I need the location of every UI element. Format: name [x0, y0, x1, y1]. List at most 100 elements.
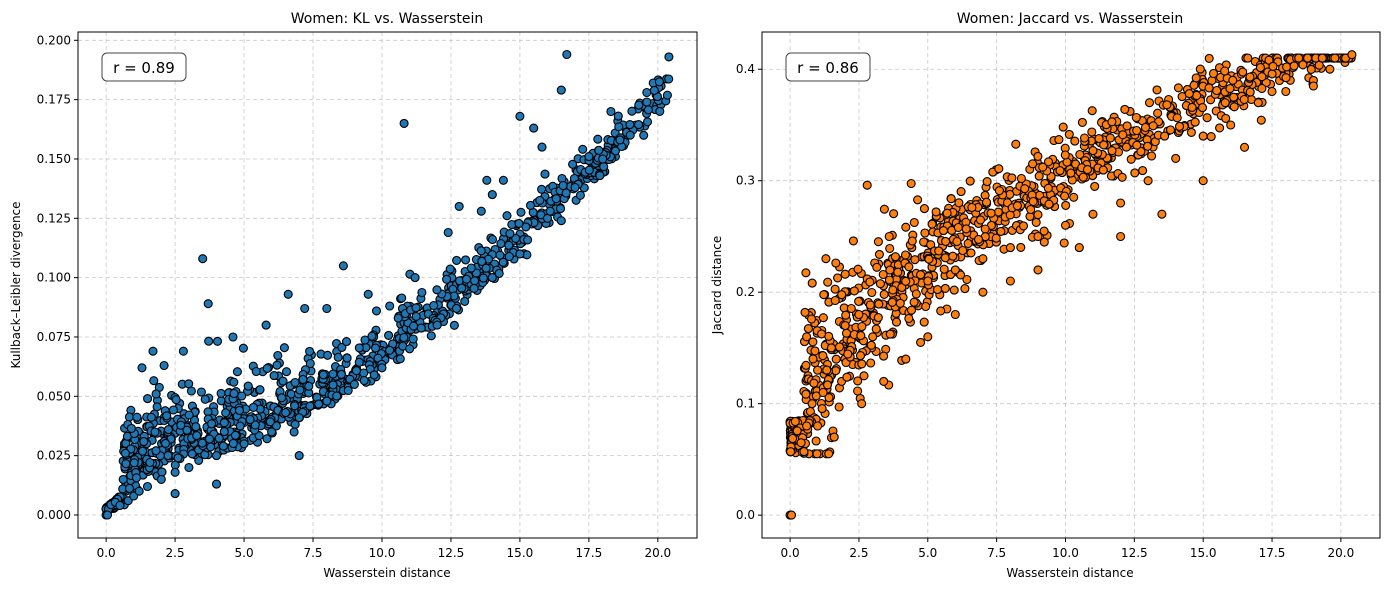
- data-point: [1174, 121, 1185, 131]
- data-point: [460, 296, 470, 306]
- data-point: [176, 420, 186, 430]
- data-point: [890, 252, 900, 262]
- data-point: [184, 462, 194, 473]
- data-point: [889, 209, 899, 219]
- data-point: [300, 303, 310, 314]
- data-point: [568, 159, 578, 169]
- data-point: [625, 130, 635, 140]
- data-point: [170, 489, 180, 499]
- data-point: [888, 285, 898, 295]
- data-point: [1140, 122, 1151, 133]
- data-point: [1132, 125, 1142, 136]
- data-point: [1118, 130, 1128, 140]
- data-point: [1031, 217, 1041, 227]
- data-point: [504, 240, 514, 250]
- data-point: [911, 289, 921, 299]
- data-point: [343, 385, 353, 396]
- data-point: [901, 354, 911, 364]
- data-point: [196, 387, 206, 397]
- data-point: [156, 474, 166, 484]
- data-point: [1069, 192, 1079, 202]
- data-point: [1245, 87, 1255, 97]
- data-point: [1267, 69, 1277, 79]
- data-point: [859, 371, 869, 381]
- data-point: [986, 208, 996, 218]
- data-point: [927, 219, 937, 229]
- data-point: [393, 313, 403, 323]
- data-point: [1016, 173, 1026, 184]
- data-point: [830, 284, 840, 294]
- data-point: [809, 378, 819, 388]
- data-point: [874, 249, 884, 259]
- data-point: [333, 352, 343, 362]
- data-point: [461, 255, 471, 265]
- data-point: [853, 376, 863, 386]
- data-point: [1070, 136, 1080, 146]
- data-point: [120, 448, 130, 458]
- data-point: [884, 231, 894, 242]
- data-point: [855, 351, 866, 361]
- y-tick-label: 0.150: [37, 152, 71, 166]
- data-point: [800, 307, 810, 317]
- plot-frame: [77, 31, 698, 539]
- data-point: [938, 226, 949, 236]
- data-point: [184, 410, 194, 420]
- data-point: [277, 393, 287, 403]
- data-point: [954, 198, 964, 208]
- data-point: [994, 164, 1004, 174]
- data-point: [834, 342, 845, 352]
- data-point: [1198, 176, 1208, 186]
- data-point: [1239, 142, 1250, 152]
- data-point: [1122, 121, 1132, 131]
- data-point: [1038, 162, 1048, 172]
- data-point: [962, 274, 972, 285]
- data-point: [1028, 196, 1038, 207]
- data-point: [535, 195, 545, 205]
- data-point: [516, 207, 526, 217]
- data-point: [192, 431, 202, 441]
- data-point: [466, 263, 476, 273]
- data-point: [994, 186, 1004, 196]
- data-point: [834, 402, 844, 412]
- data-point: [799, 447, 809, 457]
- data-point: [131, 473, 142, 483]
- data-point: [853, 386, 863, 396]
- data-point: [151, 446, 161, 456]
- data-point: [470, 276, 480, 286]
- data-point: [1294, 53, 1304, 63]
- data-point: [294, 413, 304, 423]
- data-point: [634, 120, 644, 130]
- data-point: [139, 437, 149, 447]
- data-point: [1107, 146, 1117, 156]
- data-point: [819, 290, 829, 300]
- data-point: [821, 254, 831, 264]
- data-point: [445, 264, 455, 274]
- data-point: [178, 346, 188, 356]
- x-ticks: 0.0 2.5 5.0 7.5 10.0 12.5 15.0 17.5 20.0: [781, 538, 1354, 560]
- data-point: [132, 412, 142, 422]
- data-point: [822, 365, 832, 375]
- data-point: [1075, 149, 1085, 160]
- chart-title: Women: KL vs. Wasserstein: [291, 11, 483, 27]
- data-point: [251, 366, 261, 377]
- data-point: [1078, 172, 1088, 182]
- data-point: [790, 416, 800, 427]
- data-point: [239, 439, 249, 449]
- data-point: [907, 236, 917, 246]
- data-point: [529, 123, 539, 133]
- data-point: [965, 176, 975, 186]
- data-point: [138, 446, 148, 456]
- data-point: [1012, 201, 1022, 211]
- data-point: [1308, 81, 1318, 91]
- data-point: [273, 350, 283, 361]
- data-point: [367, 331, 377, 341]
- data-point: [1267, 86, 1277, 97]
- data-point: [191, 422, 201, 432]
- data-point: [831, 366, 841, 376]
- data-point: [318, 370, 328, 380]
- data-point: [142, 481, 153, 492]
- data-point: [211, 451, 222, 461]
- data-point: [279, 343, 289, 353]
- data-point: [232, 367, 242, 377]
